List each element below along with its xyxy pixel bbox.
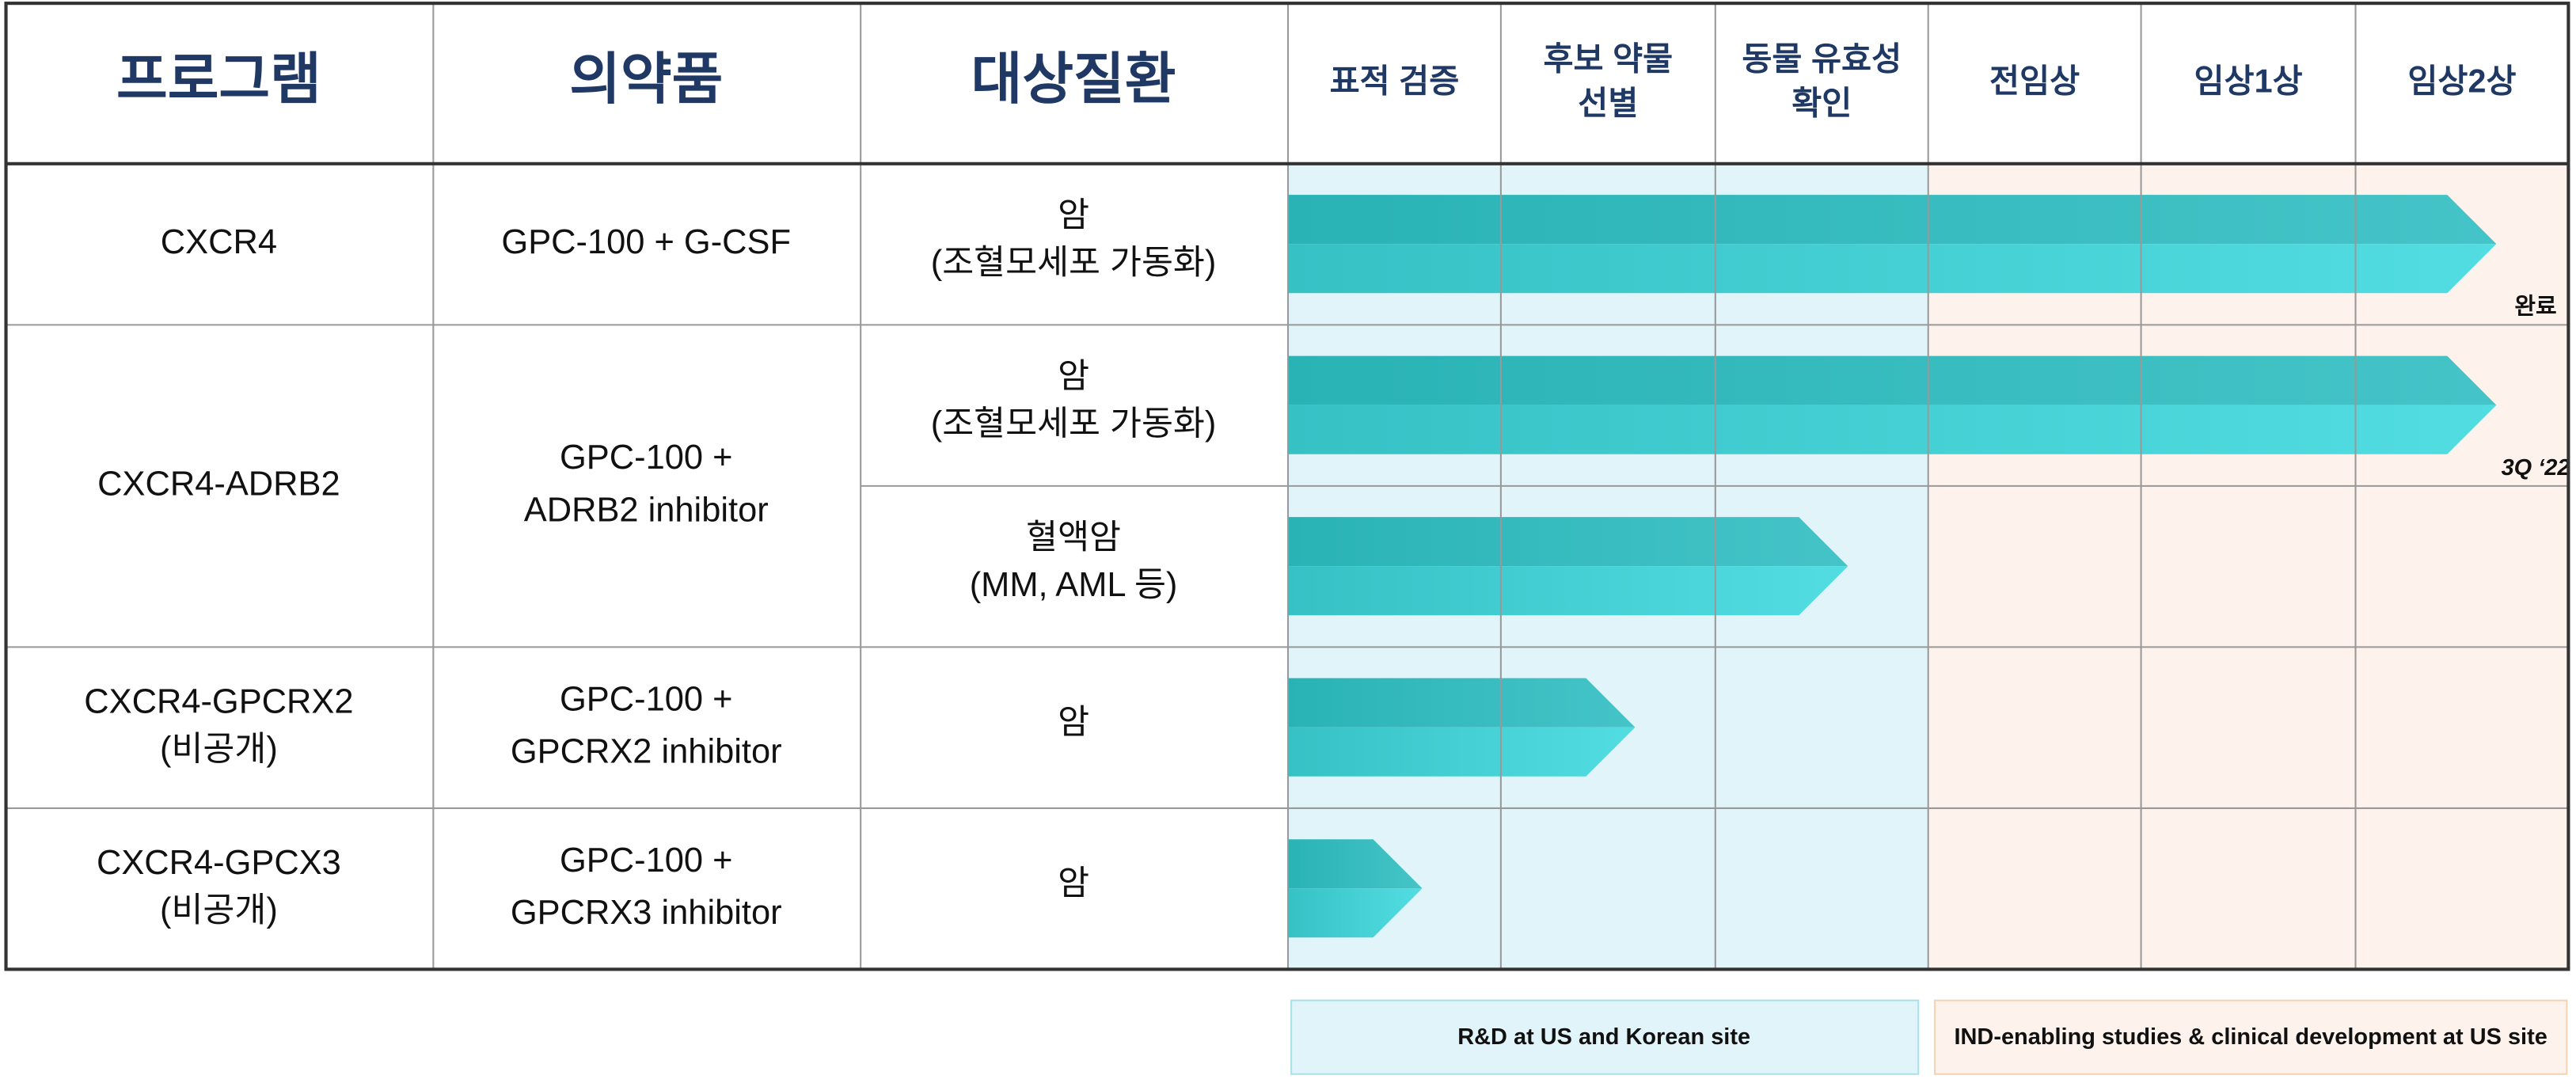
stage-header: 후보 약물 <box>1543 40 1673 77</box>
progress-arrow <box>1288 888 1423 938</box>
legend-box <box>1933 999 2568 1075</box>
drug-name: GPC-100 + <box>560 681 732 719</box>
drug-name: GPC-100 + G-CSF <box>501 223 791 261</box>
indication: (조혈모세포 가동화) <box>931 244 1217 282</box>
drug-name: GPC-100 + <box>560 842 732 880</box>
clinical-zone <box>1928 163 2569 970</box>
progress-arrow <box>1288 517 1848 567</box>
indication: 암 <box>1058 703 1089 741</box>
header-cell: 의약품 <box>569 47 723 110</box>
progress-arrow <box>1288 678 1636 728</box>
drug-name: ADRB2 inhibitor <box>524 491 769 529</box>
drug-name: GPCRX3 inhibitor <box>511 894 782 932</box>
indication: (MM, AML 등) <box>970 566 1178 604</box>
progress-arrow <box>1288 244 2497 294</box>
progress-arrow <box>1288 405 2497 454</box>
stage-header: 임상2상 <box>2407 63 2516 99</box>
legend-label: IND-enabling studies & clinical developm… <box>1954 1024 2547 1050</box>
program-name: CXCR4-ADRB2 <box>97 465 340 503</box>
program-name: (비공개) <box>160 731 278 769</box>
stage-header: 동물 유효성 <box>1742 40 1902 77</box>
legend-label: R&D at US and Korean site <box>1457 1024 1750 1050</box>
legend-box <box>1290 999 1920 1075</box>
indication: 암 <box>1058 196 1089 234</box>
table-border <box>4 2 2570 971</box>
header-cell: 프로그램 <box>116 47 321 110</box>
drug-name: GPC-100 + <box>560 439 732 477</box>
progress-arrow <box>1288 566 1848 616</box>
indication: 암 <box>1058 357 1089 395</box>
indication: 암 <box>1058 864 1089 902</box>
indication: (조혈모세포 가동화) <box>931 405 1217 443</box>
progress-arrow <box>1288 839 1423 889</box>
program-name: CXCR4 <box>161 223 277 261</box>
program-name: CXCR4-GPCRX2 <box>84 683 353 721</box>
program-name: CXCR4-GPCX3 <box>97 844 341 882</box>
status-note: 3Q ‘22 <box>2502 455 2570 481</box>
status-note: 완료 <box>2514 294 2556 319</box>
program-name: (비공개) <box>160 891 278 929</box>
stage-header: 표적 검증 <box>1330 63 1460 99</box>
progress-arrow <box>1288 195 2497 245</box>
header-cell: 대상질환 <box>971 47 1176 110</box>
stage-header: 임상1상 <box>2194 63 2302 99</box>
progress-arrow <box>1288 727 1636 777</box>
progress-arrow <box>1288 355 2497 405</box>
stage-header: 확인 <box>1791 85 1852 121</box>
stage-header: 전임상 <box>1989 63 2080 99</box>
stage-header: 선별 <box>1578 85 1638 121</box>
drug-name: GPCRX2 inhibitor <box>511 733 782 771</box>
indication: 혈액암 <box>1026 519 1121 557</box>
